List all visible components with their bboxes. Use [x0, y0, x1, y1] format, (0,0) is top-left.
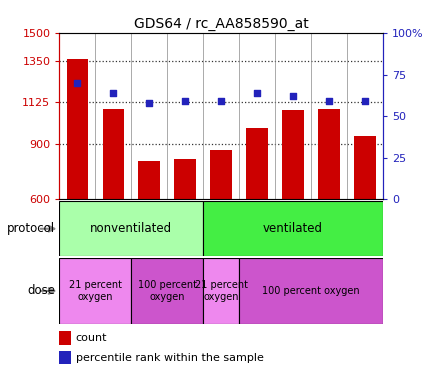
Bar [174, 159, 196, 199]
Point [182, 98, 189, 104]
Point [74, 80, 81, 86]
Point [290, 93, 297, 99]
Bar [59, 351, 71, 364]
Text: 100 percent
oxygen: 100 percent oxygen [138, 280, 197, 302]
Text: dose: dose [27, 284, 55, 298]
Text: ventilated: ventilated [263, 222, 323, 235]
Bar [59, 201, 203, 256]
Point [146, 100, 153, 106]
Point [218, 98, 225, 104]
Bar [59, 332, 71, 345]
Bar [203, 258, 239, 324]
Bar [59, 258, 131, 324]
Bar [318, 109, 340, 199]
Text: protocol: protocol [7, 222, 55, 235]
Bar [103, 109, 124, 199]
Text: nonventilated: nonventilated [90, 222, 172, 235]
Text: percentile rank within the sample: percentile rank within the sample [76, 352, 264, 363]
Bar [131, 258, 203, 324]
Bar [66, 59, 88, 199]
Text: 100 percent oxygen: 100 percent oxygen [262, 286, 360, 296]
Point [361, 98, 368, 104]
Point [326, 98, 333, 104]
Text: 21 percent
oxygen: 21 percent oxygen [194, 280, 248, 302]
Point [110, 90, 117, 96]
Bar [203, 201, 383, 256]
Bar [354, 136, 376, 199]
Bar [210, 150, 232, 199]
Bar [282, 110, 304, 199]
Title: GDS64 / rc_AA858590_at: GDS64 / rc_AA858590_at [134, 16, 308, 30]
Point [253, 90, 260, 96]
Text: count: count [76, 333, 107, 343]
Bar [246, 128, 268, 199]
Bar [139, 161, 160, 199]
Bar [239, 258, 383, 324]
Text: 21 percent
oxygen: 21 percent oxygen [69, 280, 122, 302]
